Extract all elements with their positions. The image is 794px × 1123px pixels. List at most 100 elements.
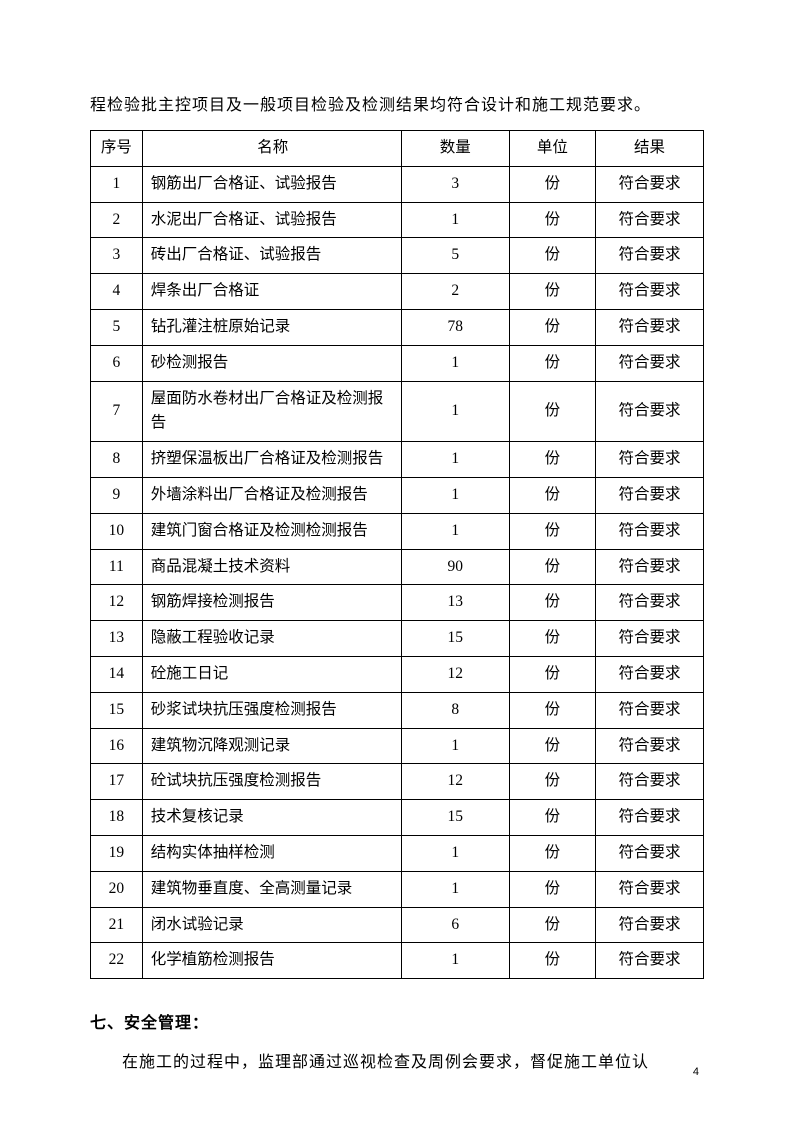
cell-qty: 1 xyxy=(401,202,509,238)
cell-result: 符合要求 xyxy=(596,585,704,621)
cell-qty: 1 xyxy=(401,345,509,381)
cell-name: 建筑物垂直度、全高测量记录 xyxy=(142,871,401,907)
table-row: 19结构实体抽样检测1份符合要求 xyxy=(91,835,704,871)
cell-qty: 90 xyxy=(401,549,509,585)
cell-name: 钢筋焊接检测报告 xyxy=(142,585,401,621)
cell-name: 砂浆试块抗压强度检测报告 xyxy=(142,692,401,728)
cell-seq: 21 xyxy=(91,907,143,943)
cell-name: 建筑门窗合格证及检测检测报告 xyxy=(142,513,401,549)
cell-qty: 12 xyxy=(401,656,509,692)
cell-name: 屋面防水卷材出厂合格证及检测报告 xyxy=(142,381,401,442)
cell-qty: 12 xyxy=(401,764,509,800)
cell-name: 隐蔽工程验收记录 xyxy=(142,621,401,657)
cell-qty: 15 xyxy=(401,621,509,657)
cell-unit: 份 xyxy=(509,274,595,310)
cell-seq: 10 xyxy=(91,513,143,549)
cell-qty: 1 xyxy=(401,381,509,442)
cell-result: 符合要求 xyxy=(596,728,704,764)
cell-name: 钢筋出厂合格证、试验报告 xyxy=(142,166,401,202)
table-row: 21闭水试验记录6份符合要求 xyxy=(91,907,704,943)
cell-result: 符合要求 xyxy=(596,907,704,943)
cell-result: 符合要求 xyxy=(596,943,704,979)
table-row: 14砼施工日记12份符合要求 xyxy=(91,656,704,692)
cell-name: 挤塑保温板出厂合格证及检测报告 xyxy=(142,442,401,478)
cell-name: 商品混凝土技术资料 xyxy=(142,549,401,585)
cell-result: 符合要求 xyxy=(596,656,704,692)
table-row: 1钢筋出厂合格证、试验报告3份符合要求 xyxy=(91,166,704,202)
cell-name: 砼试块抗压强度检测报告 xyxy=(142,764,401,800)
col-header-result: 结果 xyxy=(596,131,704,167)
cell-unit: 份 xyxy=(509,907,595,943)
cell-seq: 3 xyxy=(91,238,143,274)
table-row: 20建筑物垂直度、全高测量记录1份符合要求 xyxy=(91,871,704,907)
cell-qty: 78 xyxy=(401,309,509,345)
table-row: 17砼试块抗压强度检测报告12份符合要求 xyxy=(91,764,704,800)
cell-result: 符合要求 xyxy=(596,381,704,442)
cell-name: 结构实体抽样检测 xyxy=(142,835,401,871)
cell-result: 符合要求 xyxy=(596,621,704,657)
cell-result: 符合要求 xyxy=(596,513,704,549)
cell-unit: 份 xyxy=(509,309,595,345)
cell-name: 砂检测报告 xyxy=(142,345,401,381)
cell-unit: 份 xyxy=(509,238,595,274)
cell-name: 钻孔灌注桩原始记录 xyxy=(142,309,401,345)
cell-name: 建筑物沉降观测记录 xyxy=(142,728,401,764)
cell-unit: 份 xyxy=(509,621,595,657)
table-row: 9外墙涂料出厂合格证及检测报告1份符合要求 xyxy=(91,477,704,513)
table-row: 8挤塑保温板出厂合格证及检测报告1份符合要求 xyxy=(91,442,704,478)
cell-unit: 份 xyxy=(509,345,595,381)
col-header-name: 名称 xyxy=(142,131,401,167)
cell-seq: 17 xyxy=(91,764,143,800)
intro-paragraph: 程检验批主控项目及一般项目检验及检测结果均符合设计和施工规范要求。 xyxy=(90,90,704,122)
table-row: 5钻孔灌注桩原始记录78份符合要求 xyxy=(91,309,704,345)
cell-result: 符合要求 xyxy=(596,692,704,728)
cell-qty: 1 xyxy=(401,835,509,871)
cell-seq: 16 xyxy=(91,728,143,764)
cell-qty: 5 xyxy=(401,238,509,274)
cell-name: 外墙涂料出厂合格证及检测报告 xyxy=(142,477,401,513)
cell-qty: 6 xyxy=(401,907,509,943)
table-row: 10建筑门窗合格证及检测检测报告1份符合要求 xyxy=(91,513,704,549)
cell-unit: 份 xyxy=(509,202,595,238)
table-row: 22化学植筋检测报告1份符合要求 xyxy=(91,943,704,979)
table-row: 3砖出厂合格证、试验报告5份符合要求 xyxy=(91,238,704,274)
cell-seq: 6 xyxy=(91,345,143,381)
cell-name: 水泥出厂合格证、试验报告 xyxy=(142,202,401,238)
cell-seq: 19 xyxy=(91,835,143,871)
cell-result: 符合要求 xyxy=(596,202,704,238)
col-header-qty: 数量 xyxy=(401,131,509,167)
cell-seq: 15 xyxy=(91,692,143,728)
cell-qty: 1 xyxy=(401,513,509,549)
col-header-unit: 单位 xyxy=(509,131,595,167)
cell-unit: 份 xyxy=(509,477,595,513)
cell-result: 符合要求 xyxy=(596,345,704,381)
cell-unit: 份 xyxy=(509,381,595,442)
cell-seq: 14 xyxy=(91,656,143,692)
cell-result: 符合要求 xyxy=(596,477,704,513)
cell-name: 砼施工日记 xyxy=(142,656,401,692)
cell-qty: 1 xyxy=(401,943,509,979)
cell-unit: 份 xyxy=(509,166,595,202)
cell-qty: 1 xyxy=(401,477,509,513)
cell-unit: 份 xyxy=(509,800,595,836)
table-row: 12钢筋焊接检测报告13份符合要求 xyxy=(91,585,704,621)
cell-seq: 2 xyxy=(91,202,143,238)
cell-qty: 13 xyxy=(401,585,509,621)
section-body: 在施工的过程中，监理部通过巡视检查及周例会要求，督促施工单位认 xyxy=(90,1047,704,1079)
table-header-row: 序号 名称 数量 单位 结果 xyxy=(91,131,704,167)
cell-seq: 1 xyxy=(91,166,143,202)
cell-seq: 9 xyxy=(91,477,143,513)
cell-unit: 份 xyxy=(509,871,595,907)
cell-unit: 份 xyxy=(509,513,595,549)
table-row: 15砂浆试块抗压强度检测报告8份符合要求 xyxy=(91,692,704,728)
cell-name: 闭水试验记录 xyxy=(142,907,401,943)
page-number: 4 xyxy=(693,1066,699,1078)
inspection-table: 序号 名称 数量 单位 结果 1钢筋出厂合格证、试验报告3份符合要求2水泥出厂合… xyxy=(90,130,704,979)
cell-seq: 18 xyxy=(91,800,143,836)
cell-qty: 15 xyxy=(401,800,509,836)
cell-result: 符合要求 xyxy=(596,764,704,800)
table-row: 7屋面防水卷材出厂合格证及检测报告1份符合要求 xyxy=(91,381,704,442)
table-row: 6砂检测报告1份符合要求 xyxy=(91,345,704,381)
cell-result: 符合要求 xyxy=(596,442,704,478)
cell-seq: 7 xyxy=(91,381,143,442)
